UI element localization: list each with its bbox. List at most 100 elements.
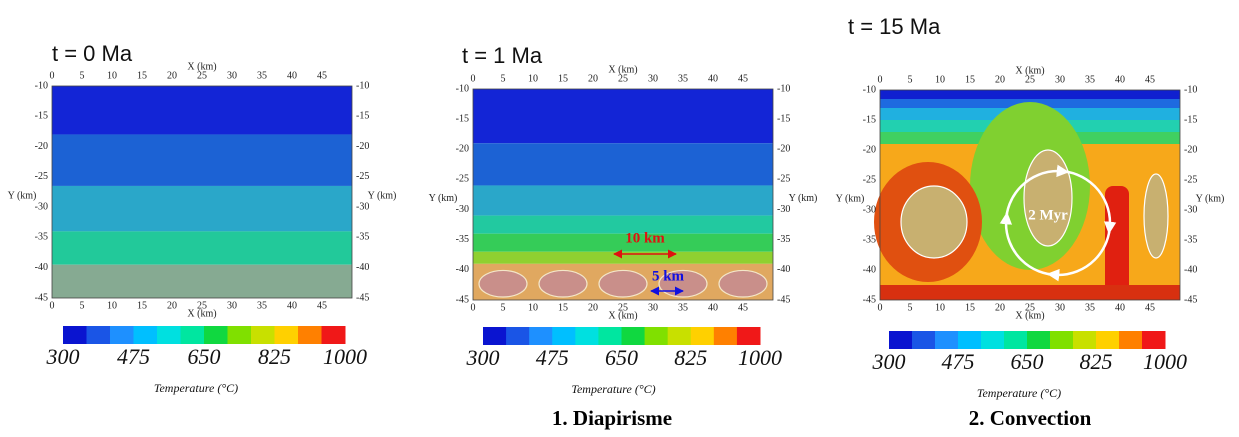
y-axis-label: Y (km) — [429, 193, 458, 204]
x-axis-label: X (km) — [187, 308, 216, 319]
x-tick-label: 30 — [1055, 302, 1065, 313]
x-tick-label: 35 — [257, 70, 267, 81]
x-tick-label: 45 — [738, 302, 748, 313]
colorbar-segment — [644, 327, 669, 345]
y-axis-label: Y (km) — [836, 193, 865, 204]
x-tick-label: 30 — [1055, 74, 1065, 85]
colorbar-tick-label: 1000 — [323, 344, 367, 369]
y-tick-label: -15 — [1184, 114, 1197, 125]
x-tick-label: 0 — [878, 302, 883, 313]
y-tick-label: -30 — [35, 201, 48, 212]
x-axis-label: X (km) — [1015, 310, 1044, 321]
x-tick-label: 0 — [471, 302, 476, 313]
x-tick-label: 15 — [965, 74, 975, 85]
colorbar-segment — [506, 327, 530, 345]
x-tick-label: 35 — [1085, 74, 1095, 85]
x-tick-label: 35 — [1085, 302, 1095, 313]
x-axis-label: X (km) — [608, 64, 637, 75]
colorbar-segment — [227, 326, 252, 344]
y-tick-label: -40 — [35, 262, 48, 273]
colorbar-segment — [251, 326, 275, 344]
y-tick-label: -30 — [777, 204, 790, 215]
x-axis-label: X (km) — [608, 310, 637, 321]
y-tick-label: -35 — [35, 232, 48, 243]
field-blob — [1143, 173, 1169, 259]
y-tick-label: -20 — [1184, 144, 1197, 155]
colorbar-segment — [133, 326, 158, 344]
x-tick-label: 15 — [965, 302, 975, 313]
panel-title: t = 0 Ma — [52, 41, 133, 66]
colorbar-segment — [621, 327, 646, 345]
y-tick-label: -25 — [456, 174, 469, 185]
colorbar-tick-label: 1000 — [738, 345, 782, 370]
y-tick-label: -10 — [456, 83, 469, 94]
x-tick-label: 0 — [50, 300, 55, 311]
y-axis-label: Y (km) — [1196, 193, 1225, 204]
diapir — [718, 269, 768, 298]
field-band — [880, 90, 1180, 99]
colorbar-segment — [110, 326, 134, 344]
field-band — [880, 285, 1180, 300]
y-tick-label: -45 — [356, 292, 369, 303]
x-tick-label: 45 — [317, 300, 327, 311]
y-tick-label: -35 — [1184, 234, 1197, 245]
colorbar-tick-label: 650 — [1011, 349, 1044, 374]
field-band — [52, 134, 352, 186]
y-tick-label: -20 — [777, 144, 790, 155]
y-tick-label: -15 — [456, 113, 469, 124]
colorbar-segment — [912, 331, 936, 349]
x-tick-label: 15 — [558, 73, 568, 84]
colorbar-tick-label: 475 — [942, 349, 975, 374]
colorbar-segment — [981, 331, 1005, 349]
colorbar-segment — [958, 331, 982, 349]
y-tick-label: -45 — [863, 294, 876, 305]
annotation: 5 km — [652, 268, 685, 284]
panel-title: t = 1 Ma — [462, 43, 543, 68]
y-tick-label: -40 — [356, 262, 369, 273]
y-tick-label: -30 — [1184, 204, 1197, 215]
x-tick-label: 25 — [197, 70, 207, 81]
colorbar-segment — [713, 327, 738, 345]
colorbar-tick-label: 475 — [117, 344, 150, 369]
field-band — [52, 86, 352, 135]
diapir — [478, 269, 528, 298]
y-tick-label: -25 — [356, 171, 369, 182]
y-tick-label: -35 — [863, 234, 876, 245]
colorbar-segment — [736, 327, 761, 345]
x-tick-label: 5 — [501, 73, 506, 84]
y-tick-label: -20 — [456, 144, 469, 155]
colorbar-segment — [204, 326, 228, 344]
colorbar-tick-label: 1000 — [1143, 349, 1187, 374]
x-tick-label: 40 — [708, 73, 718, 84]
plot-frame — [51, 85, 353, 299]
cycle-arrow — [999, 211, 1013, 225]
diapir — [538, 269, 588, 298]
y-tick-label: -35 — [777, 234, 790, 245]
colorbar-tick-label: 650 — [605, 345, 638, 370]
x-tick-label: 25 — [197, 300, 207, 311]
field-blob — [1023, 149, 1073, 247]
field-band — [473, 89, 773, 144]
x-tick-label: 5 — [501, 302, 506, 313]
colorbar-tick-label: 300 — [872, 349, 906, 374]
colorbar-segment — [1096, 331, 1120, 349]
x-tick-label: 20 — [995, 302, 1005, 313]
field-band — [52, 264, 352, 298]
y-tick-label: -10 — [777, 83, 790, 94]
x-tick-label: 5 — [80, 300, 85, 311]
x-tick-label: 20 — [167, 70, 177, 81]
colorbar-segment — [298, 326, 322, 344]
colorbar-tick-label: 825 — [258, 344, 291, 369]
x-tick-label: 45 — [1145, 302, 1155, 313]
y-tick-label: -25 — [1184, 174, 1197, 185]
y-tick-label: -40 — [863, 264, 876, 275]
colorbar-segment — [575, 327, 599, 345]
x-tick-label: 20 — [588, 302, 598, 313]
x-tick-label: 35 — [678, 73, 688, 84]
y-tick-label: -15 — [35, 111, 48, 122]
x-tick-label: 15 — [558, 302, 568, 313]
x-axis-label: X (km) — [187, 61, 216, 72]
y-tick-label: -15 — [777, 113, 790, 124]
x-tick-label: 45 — [738, 73, 748, 84]
